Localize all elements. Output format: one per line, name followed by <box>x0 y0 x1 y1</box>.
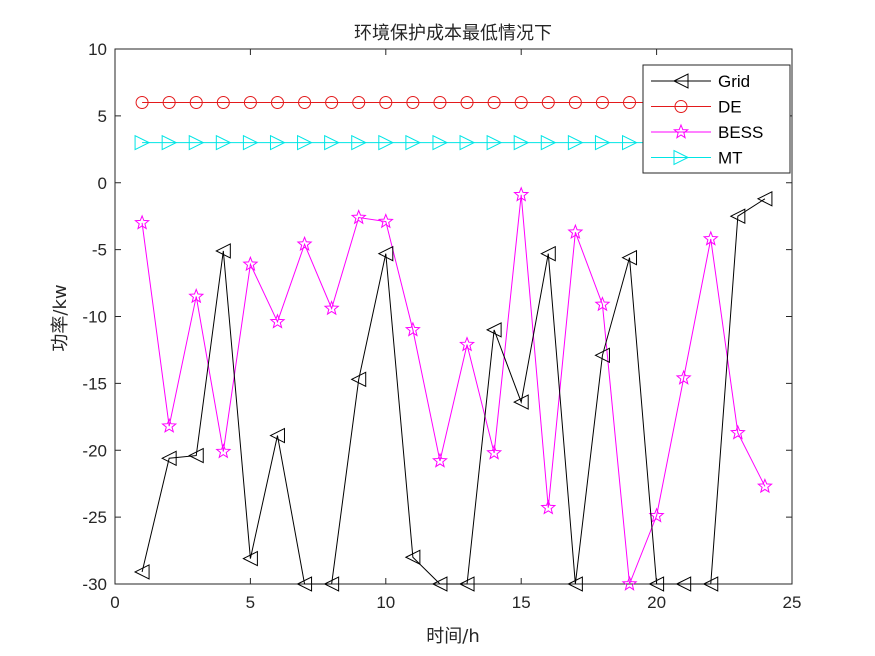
legend-item-grid: Grid <box>651 72 750 91</box>
legend: Grid DE BESS MT <box>642 64 791 174</box>
legend-label: BESS <box>718 123 763 142</box>
x-tick-label: 5 <box>246 593 255 612</box>
series-bess <box>134 186 773 591</box>
legend-item-mt: MT <box>651 149 743 168</box>
x-tick-label: 15 <box>512 593 531 612</box>
y-tick-label: 10 <box>88 40 107 59</box>
x-tick-label: 25 <box>783 593 802 612</box>
y-axis-label: 功率/kw <box>50 284 71 351</box>
series-grid <box>133 190 773 592</box>
legend-label: DE <box>718 98 742 117</box>
legend-item-bess: BESS <box>651 123 763 142</box>
legend-label: MT <box>718 149 743 168</box>
legend-label: Grid <box>718 72 750 91</box>
y-tick-label: 0 <box>98 174 107 193</box>
y-tick-label: -30 <box>82 575 107 594</box>
x-axis-label: 时间/h <box>426 626 479 647</box>
legend-item-de: DE <box>651 98 742 117</box>
chart-title: 环境保护成本最低情况下 <box>354 23 552 44</box>
plot-area <box>133 96 774 592</box>
y-tick-label: -5 <box>92 241 107 260</box>
x-tick-label: 0 <box>110 593 119 612</box>
y-tick-label: -10 <box>82 308 107 327</box>
y-tick-label: 5 <box>98 107 107 126</box>
y-tick-label: -15 <box>82 374 107 393</box>
x-tick-label: 10 <box>376 593 395 612</box>
y-tick-label: -20 <box>82 441 107 460</box>
y-tick-label: -25 <box>82 508 107 527</box>
x-tick-label: 20 <box>647 593 666 612</box>
legend-box <box>642 64 791 174</box>
